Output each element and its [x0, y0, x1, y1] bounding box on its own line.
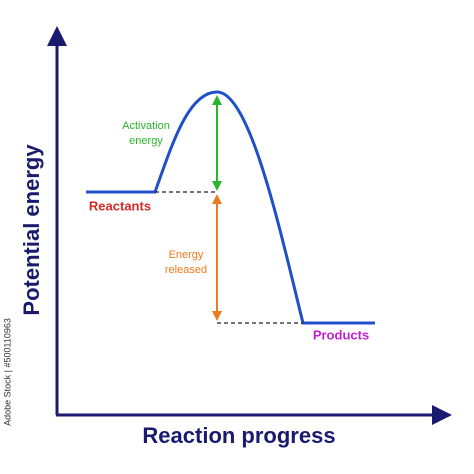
reactants-label: Reactants	[89, 198, 151, 213]
x-axis-title: Reaction progress	[142, 423, 335, 448]
released-label: released	[165, 264, 207, 276]
energy-curve	[86, 90, 375, 325]
activation-label: Activation	[122, 120, 170, 132]
stock-id: Adobe Stock | #500110963	[2, 318, 12, 426]
released-label: Energy	[169, 249, 204, 261]
y-axis-title: Potential energy	[19, 144, 44, 316]
products-label: Products	[313, 327, 369, 342]
x-axis-arrow	[432, 405, 452, 425]
activation-label: energy	[129, 135, 163, 147]
y-axis-arrow	[47, 26, 67, 46]
